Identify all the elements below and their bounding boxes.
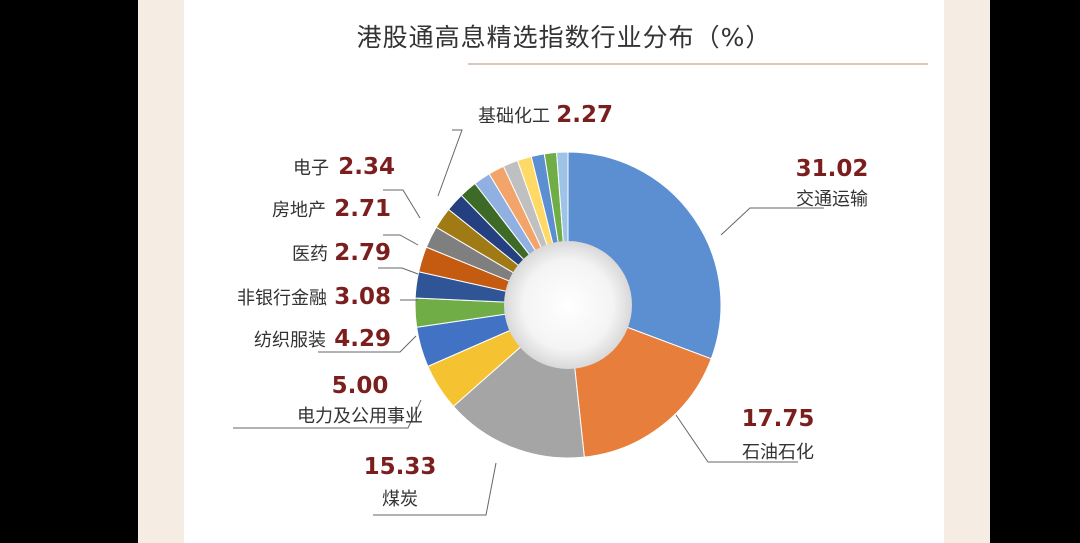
category-label-9: 基础化工 — [478, 106, 550, 127]
category-label-7: 房地产 — [272, 200, 326, 221]
leader-line-6 — [378, 267, 419, 275]
category-label-1: 石油石化 — [742, 442, 814, 463]
leader-line-1 — [675, 414, 798, 463]
value-label-7: 2.71 — [334, 196, 391, 222]
leader-lines — [233, 129, 824, 516]
donut-hole — [504, 241, 632, 369]
value-label-6: 2.79 — [334, 240, 391, 266]
category-label-4: 纺织服装 — [254, 330, 326, 351]
value-label-0: 31.02 — [796, 156, 869, 182]
category-label-5: 非银行金融 — [237, 288, 327, 309]
leader-line-7 — [383, 234, 419, 246]
leader-line-8 — [383, 189, 421, 219]
value-label-9: 2.27 — [556, 102, 613, 128]
value-label-8: 2.34 — [338, 154, 395, 180]
category-label-6: 医药 — [292, 244, 328, 265]
chart-title: 港股通高息精选指数行业分布（%） — [356, 23, 772, 52]
chart-frame: 港股通高息精选指数行业分布（%） 31.02 交通运输 17.75 石油石化 15.33… — [138, 0, 990, 543]
leader-line-2 — [373, 462, 497, 516]
slice-labels: 31.02 交通运输 17.75 石油石化 15.33 煤炭 5.00 电力及公用事业 4.29… — [237, 102, 868, 510]
value-label-4: 4.29 — [334, 326, 391, 352]
leader-line-0 — [720, 207, 824, 236]
value-label-2: 15.33 — [364, 454, 437, 480]
leader-line-3 — [233, 399, 422, 429]
category-label-3: 电力及公用事业 — [297, 406, 423, 427]
leader-line-4 — [318, 335, 417, 353]
value-label-1: 17.75 — [742, 406, 815, 432]
category-label-0: 交通运输 — [796, 189, 868, 210]
value-label-5: 3.08 — [334, 284, 391, 310]
value-label-3: 5.00 — [332, 373, 389, 399]
category-label-2: 煤炭 — [382, 489, 418, 510]
category-label-8: 电子 — [293, 158, 329, 179]
leader-line-9 — [437, 129, 463, 197]
title-underline — [468, 63, 928, 65]
pie-chart: 31.02 交通运输 17.75 石油石化 15.33 煤炭 5.00 电力及公用事业 4.29… — [233, 102, 868, 516]
